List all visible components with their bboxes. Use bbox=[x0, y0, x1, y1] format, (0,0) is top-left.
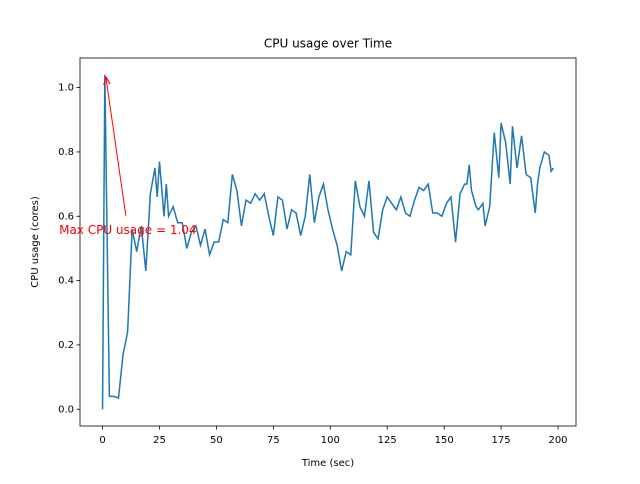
x-tick-label: 125 bbox=[378, 435, 397, 446]
y-tick-label: 0.6 bbox=[58, 211, 74, 222]
x-tick-label: 175 bbox=[492, 435, 511, 446]
y-tick-label: 0.8 bbox=[58, 147, 74, 158]
x-tick-label: 200 bbox=[548, 435, 567, 446]
x-tick-label: 75 bbox=[267, 435, 280, 446]
y-tick-label: 0.4 bbox=[58, 276, 74, 287]
chart-title: CPU usage over Time bbox=[264, 37, 392, 51]
y-tick-label: 0.0 bbox=[58, 404, 74, 415]
x-tick-label: 0 bbox=[99, 435, 105, 446]
y-axis-label: CPU usage (cores) bbox=[30, 196, 41, 288]
y-tick-label: 0.2 bbox=[58, 340, 74, 351]
y-tick-label: 1.0 bbox=[58, 83, 74, 94]
x-tick-label: 25 bbox=[153, 435, 166, 446]
x-axis-label: Time (sec) bbox=[301, 458, 354, 469]
plot-frame bbox=[79, 57, 577, 427]
data-line bbox=[101, 74, 555, 410]
x-tick-label: 50 bbox=[210, 435, 223, 446]
x-tick-label: 150 bbox=[435, 435, 454, 446]
annotation-arrow bbox=[106, 77, 127, 216]
x-tick-label: 100 bbox=[321, 435, 340, 446]
annotation-text: Max CPU usage = 1.04 bbox=[59, 223, 196, 237]
